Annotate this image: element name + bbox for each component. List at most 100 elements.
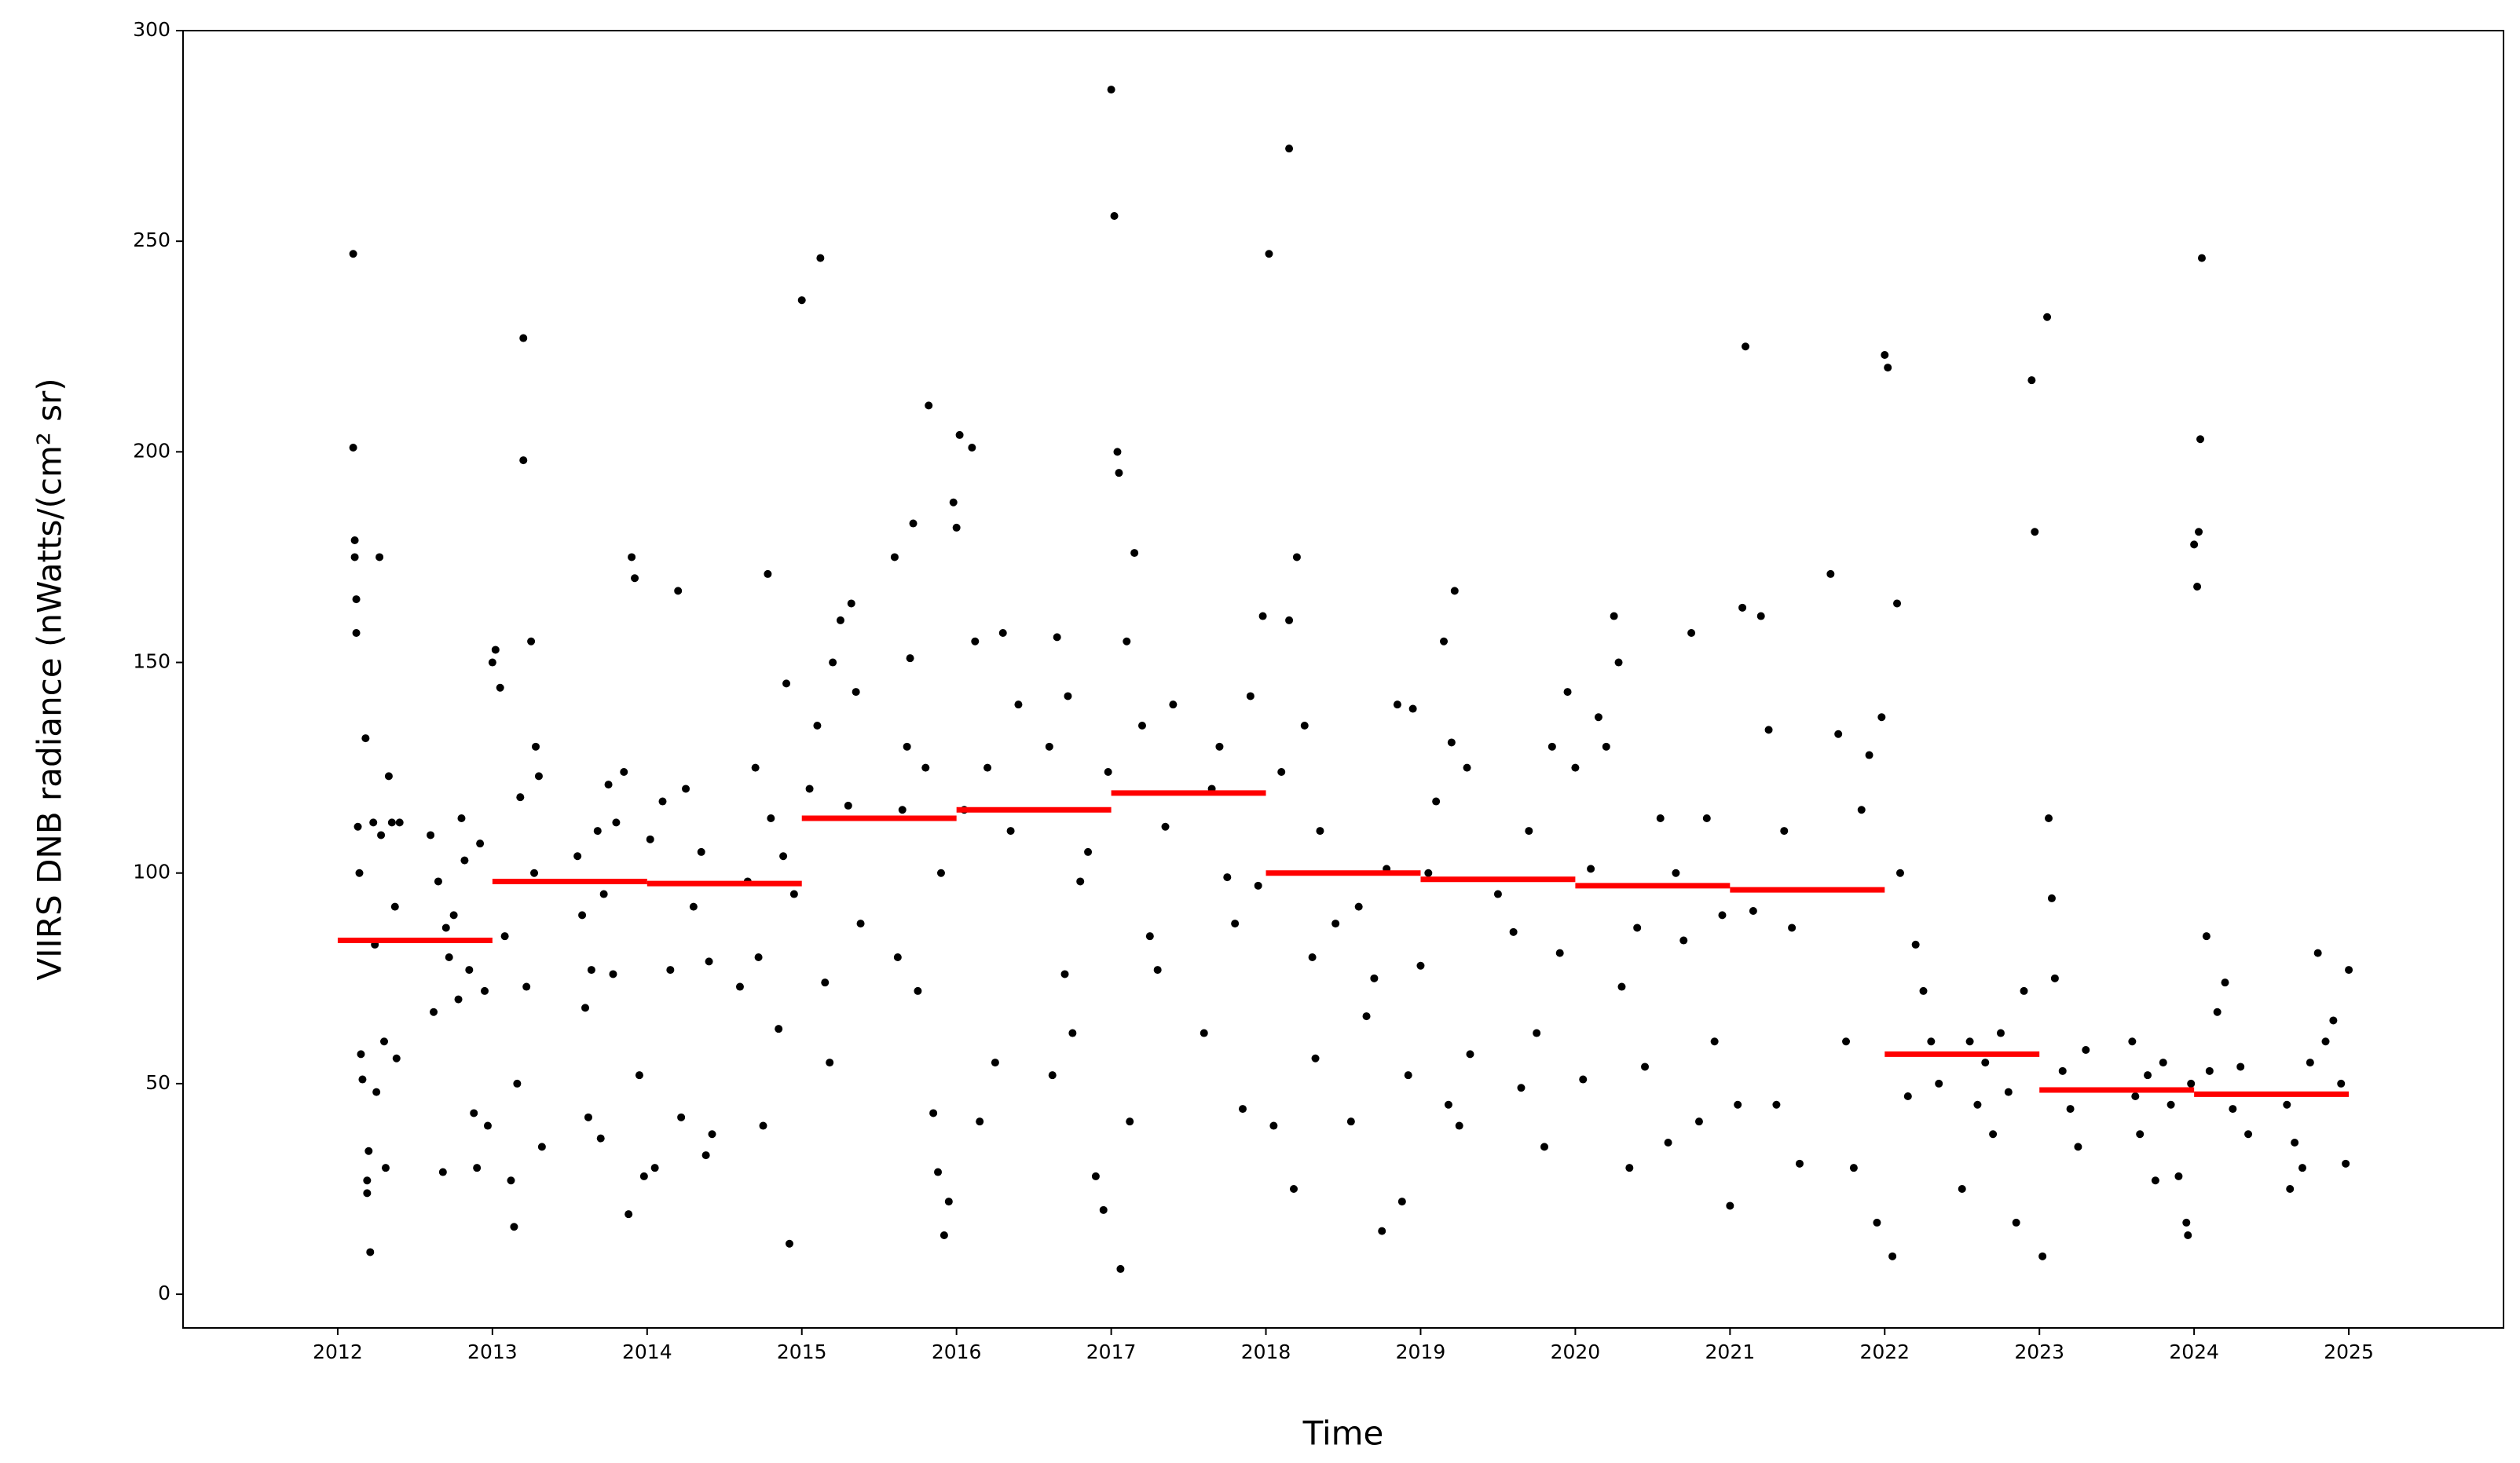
data-point (983, 763, 992, 772)
x-tick-label: 2014 (622, 1340, 672, 1363)
data-point (465, 966, 474, 975)
data-point (395, 818, 404, 827)
data-point (906, 654, 914, 663)
data-point (377, 831, 386, 839)
data-point (1989, 1130, 1998, 1139)
data-point (349, 444, 357, 452)
data-point (628, 553, 636, 561)
data-point (639, 1172, 648, 1180)
data-point (767, 814, 775, 822)
data-point (1895, 869, 1904, 877)
data-point (350, 536, 359, 544)
data-point (1525, 827, 1533, 836)
data-point (1076, 877, 1085, 886)
data-point (1563, 688, 1572, 697)
data-point (2244, 1130, 2253, 1139)
data-point (631, 574, 639, 583)
data-point (1099, 1205, 1108, 1214)
data-point (1145, 932, 1154, 941)
data-point (1370, 974, 1379, 982)
data-point (682, 785, 690, 793)
data-point (1764, 726, 1773, 734)
data-point (363, 1189, 372, 1198)
x-tick-label: 2018 (1241, 1340, 1291, 1363)
data-point (581, 1004, 590, 1012)
data-point (1842, 1037, 1851, 1046)
data-point (2045, 814, 2053, 822)
data-point (1269, 1121, 1278, 1130)
data-point (2329, 1016, 2338, 1025)
data-point (1277, 768, 1286, 776)
x-tick-label: 2015 (777, 1340, 827, 1363)
data-point (1903, 1092, 1912, 1100)
data-point (1444, 1100, 1452, 1109)
data-point (1493, 890, 1502, 898)
data-point (2313, 949, 2322, 957)
data-point (968, 444, 976, 452)
data-point (856, 920, 865, 928)
data-point (1625, 1164, 1634, 1172)
data-point (1308, 953, 1317, 961)
data-point (449, 911, 458, 920)
data-point (1246, 692, 1255, 700)
data-point (2167, 1100, 2175, 1109)
data-point (2027, 376, 2036, 385)
data-point (352, 629, 361, 637)
data-point (1060, 970, 1069, 978)
data-point (2229, 1105, 2237, 1114)
data-point (1633, 924, 1642, 932)
data-point (1865, 751, 1874, 759)
data-point (363, 1176, 372, 1185)
data-point (1893, 599, 1902, 608)
data-point (2159, 1059, 2167, 1067)
data-point (481, 986, 489, 995)
data-point (925, 401, 933, 410)
data-point (2058, 1066, 2067, 1075)
data-point (2213, 1008, 2221, 1016)
data-point (1048, 1071, 1057, 1080)
data-point (1311, 1054, 1320, 1063)
data-point (1610, 612, 1618, 620)
data-point (1084, 847, 1093, 856)
data-point (1316, 827, 1324, 836)
data-point (1091, 1172, 1100, 1180)
data-point (372, 1088, 381, 1096)
data-point (1517, 1084, 1526, 1092)
data-point (1285, 616, 1294, 624)
data-point (847, 599, 855, 608)
data-point (1466, 1050, 1474, 1059)
data-point (2144, 1071, 2152, 1080)
data-point (1113, 448, 1122, 456)
data-point (1509, 927, 1518, 936)
data-point (1300, 722, 1309, 730)
data-point (1126, 1117, 1134, 1126)
data-point (1881, 351, 1889, 359)
y-tick-label: 100 (133, 861, 170, 883)
data-point (826, 1059, 834, 1067)
data-point (2151, 1176, 2159, 1185)
data-point (430, 1008, 438, 1016)
data-point (1679, 936, 1688, 945)
x-tick-label: 2012 (313, 1340, 363, 1363)
data-point (1200, 1029, 1208, 1037)
data-point (1795, 1159, 1804, 1168)
y-tick-label: 50 (145, 1071, 170, 1094)
data-point (2066, 1105, 2075, 1114)
data-point (779, 852, 788, 861)
data-point (1834, 730, 1843, 738)
data-point (599, 890, 608, 898)
data-point (516, 793, 525, 802)
data-point (1687, 629, 1696, 637)
data-point (2190, 540, 2199, 549)
data-point (1215, 742, 1224, 751)
data-point (674, 587, 683, 595)
data-point (1857, 806, 1866, 814)
data-point (998, 629, 1007, 637)
data-point (821, 978, 830, 987)
data-point (573, 852, 582, 861)
data-point (434, 877, 442, 886)
data-point (1292, 553, 1301, 561)
data-point (1911, 940, 1920, 949)
